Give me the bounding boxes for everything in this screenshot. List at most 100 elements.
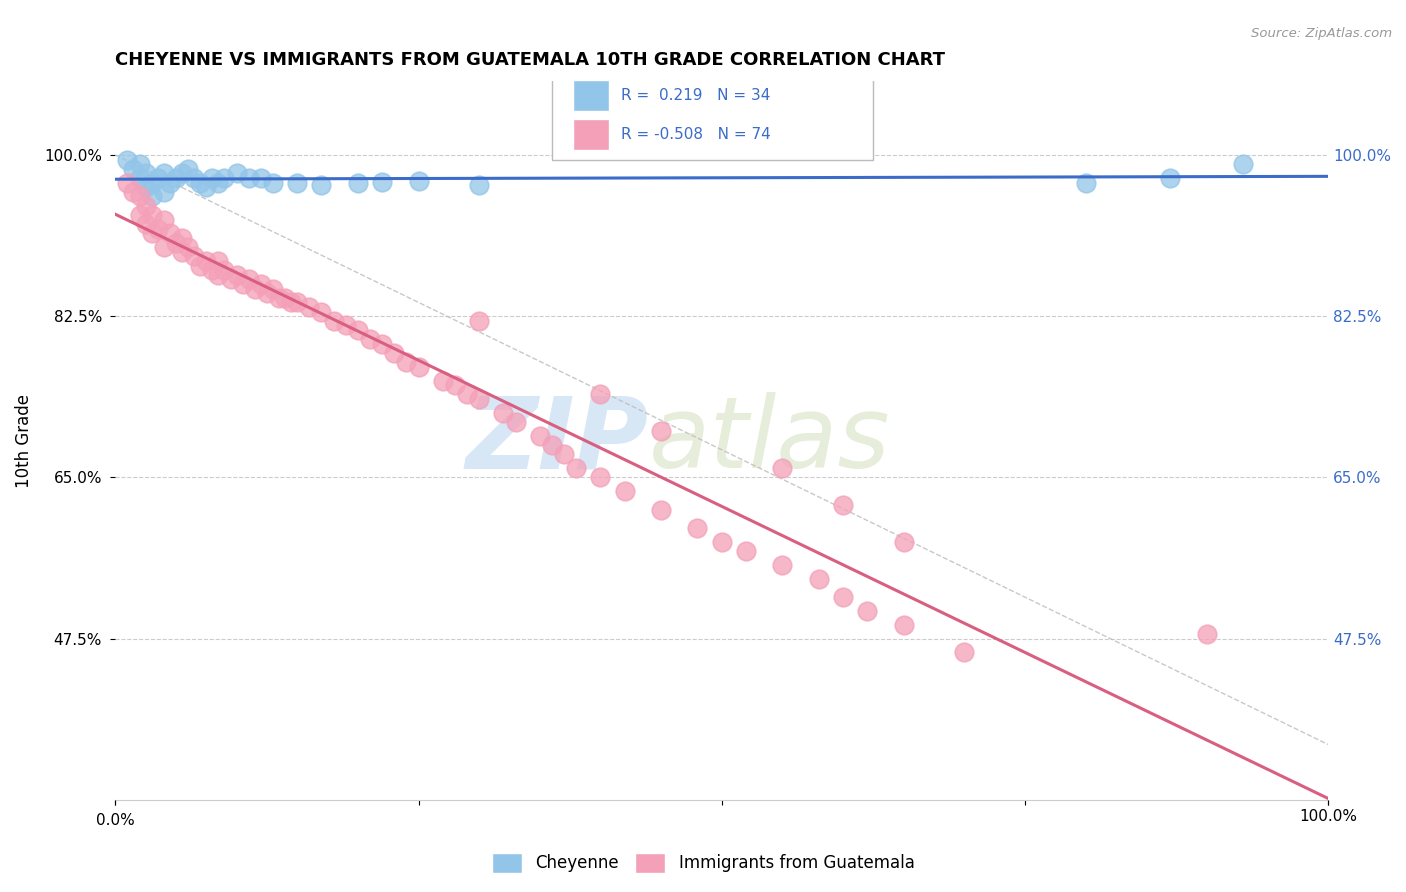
Point: [492, 406, 515, 420]
Point: [347, 176, 370, 190]
Point: [686, 521, 709, 535]
Point: [262, 282, 284, 296]
Bar: [572, 80, 609, 112]
Point: [565, 461, 588, 475]
Point: [135, 180, 157, 194]
Point: [153, 185, 176, 199]
Point: [395, 355, 418, 369]
Point: [432, 374, 454, 388]
Point: [146, 221, 169, 235]
Point: [219, 272, 242, 286]
Point: [170, 231, 193, 245]
Point: [274, 291, 297, 305]
Point: [135, 199, 157, 213]
Point: [195, 254, 218, 268]
Point: [382, 346, 405, 360]
Point: [188, 176, 211, 190]
Point: [207, 268, 229, 282]
Point: [165, 235, 187, 250]
Point: [159, 227, 181, 241]
Point: [359, 332, 381, 346]
Point: [285, 295, 308, 310]
Point: [280, 295, 302, 310]
Point: [122, 185, 145, 199]
Point: [201, 171, 224, 186]
Legend: Cheyenne, Immigrants from Guatemala: Cheyenne, Immigrants from Guatemala: [485, 847, 921, 880]
Point: [135, 166, 157, 180]
Point: [893, 617, 915, 632]
Point: [153, 212, 176, 227]
Point: [468, 178, 491, 192]
Point: [650, 502, 672, 516]
Point: [468, 392, 491, 406]
Point: [201, 263, 224, 277]
Point: [311, 178, 333, 192]
Point: [710, 534, 733, 549]
Point: [893, 534, 915, 549]
Point: [444, 378, 467, 392]
Text: atlas: atlas: [650, 392, 890, 489]
Point: [371, 336, 394, 351]
Point: [232, 277, 254, 291]
Point: [408, 359, 430, 374]
Point: [153, 166, 176, 180]
Point: [371, 175, 394, 189]
Y-axis label: 10th Grade: 10th Grade: [15, 393, 32, 488]
Point: [256, 286, 278, 301]
Text: Source: ZipAtlas.com: Source: ZipAtlas.com: [1251, 27, 1392, 40]
Point: [311, 304, 333, 318]
Point: [238, 272, 260, 286]
Point: [183, 249, 205, 263]
Point: [456, 387, 478, 401]
Point: [146, 171, 169, 186]
Point: [177, 240, 200, 254]
Point: [207, 254, 229, 268]
Point: [170, 166, 193, 180]
Point: [735, 544, 758, 558]
Point: [238, 171, 260, 186]
FancyBboxPatch shape: [553, 70, 873, 161]
Text: CHEYENNE VS IMMIGRANTS FROM GUATEMALA 10TH GRADE CORRELATION CHART: CHEYENNE VS IMMIGRANTS FROM GUATEMALA 10…: [115, 51, 945, 69]
Point: [650, 425, 672, 439]
Point: [832, 498, 855, 512]
Point: [529, 429, 551, 443]
Point: [541, 438, 564, 452]
Point: [1195, 627, 1218, 641]
Point: [117, 176, 139, 190]
Point: [177, 161, 200, 176]
Point: [832, 590, 855, 604]
Point: [122, 161, 145, 176]
Point: [589, 387, 612, 401]
Point: [267, 291, 290, 305]
Point: [165, 171, 187, 186]
Point: [128, 171, 150, 186]
Point: [153, 240, 176, 254]
Point: [807, 572, 830, 586]
Point: [141, 189, 163, 203]
Point: [298, 300, 321, 314]
Point: [117, 153, 139, 167]
Text: R =  0.219   N = 34: R = 0.219 N = 34: [621, 88, 770, 103]
Point: [770, 461, 793, 475]
Point: [1232, 157, 1254, 171]
Bar: [572, 119, 609, 150]
Point: [159, 176, 181, 190]
Point: [128, 208, 150, 222]
Point: [141, 208, 163, 222]
Point: [1074, 176, 1097, 190]
Point: [553, 447, 575, 461]
Point: [347, 323, 370, 337]
Point: [135, 217, 157, 231]
Point: [141, 227, 163, 241]
Point: [505, 415, 527, 429]
Point: [128, 189, 150, 203]
Point: [856, 604, 879, 618]
Point: [214, 263, 236, 277]
Point: [613, 484, 636, 499]
Point: [322, 314, 344, 328]
Point: [183, 171, 205, 186]
Point: [195, 180, 218, 194]
Point: [1159, 171, 1181, 186]
Point: [468, 314, 491, 328]
Point: [214, 171, 236, 186]
